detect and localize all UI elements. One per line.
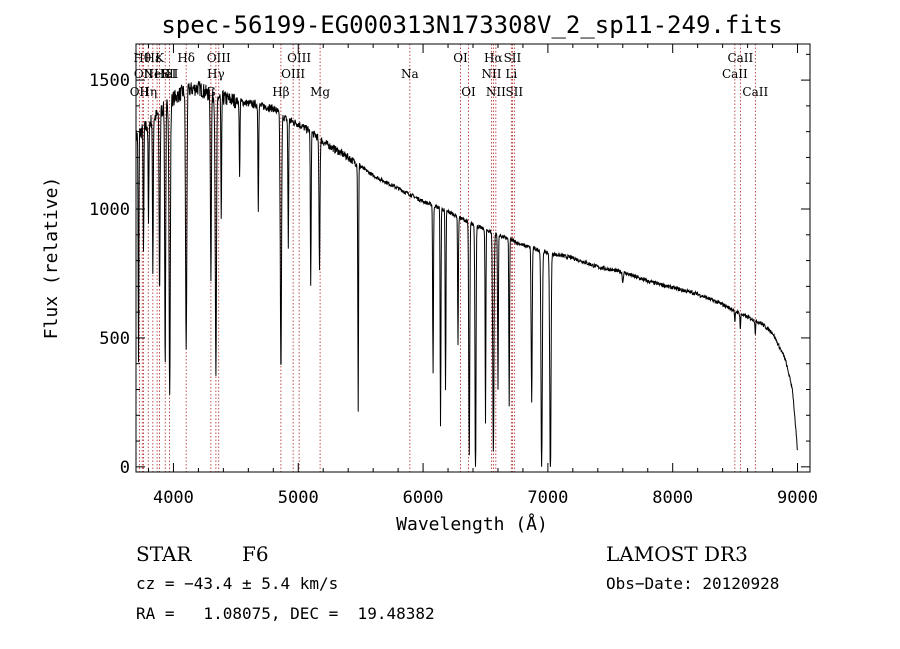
chart-title: spec-56199-EG000313N173308V_2_sp11-249.f…: [161, 11, 782, 39]
x-tick-label: 6000: [403, 488, 444, 508]
y-axis-label: Flux (relative): [41, 177, 62, 340]
line-marker-label: Mg: [310, 85, 330, 99]
object-subclass: F6: [242, 542, 269, 566]
observation-date: Obs−Date: 20120928: [606, 574, 779, 593]
x-tick-label: 8000: [652, 488, 693, 508]
line-marker-label: SII: [504, 51, 522, 65]
survey-name: LAMOST DR3: [606, 542, 748, 566]
line-marker-label: K: [155, 51, 165, 65]
line-marker-label: SII: [161, 67, 179, 81]
line-marker-label: CaII: [727, 51, 753, 65]
line-marker-label: Hβ: [272, 85, 289, 99]
x-tick-label: 4000: [153, 488, 194, 508]
line-marker-label: Li: [505, 67, 517, 81]
y-tick-label: 500: [99, 329, 130, 349]
line-marker-label: OIII: [287, 51, 311, 65]
x-tick-label: 5000: [278, 488, 319, 508]
line-marker-label: Hη: [139, 85, 157, 99]
line-marker-label: Hα: [484, 51, 503, 65]
line-marker-label: OII: [130, 85, 150, 99]
x-axis-ticks: 4000 5000 6000 7000 8000 9000: [147, 44, 818, 508]
y-tick-label: 0: [120, 458, 130, 478]
x-tick-label: 9000: [777, 488, 818, 508]
object-class: STAR: [136, 542, 192, 566]
x-axis-label: Wavelength (Å): [396, 513, 548, 535]
line-marker-label: SII: [505, 85, 523, 99]
line-marker-label: Hγ: [207, 67, 225, 81]
line-marker-label: OIII: [281, 67, 305, 81]
ra-dec-coordinates: RA = 1.08075, DEC = 19.48382: [136, 604, 435, 623]
line-markers: [138, 44, 756, 472]
line-marker-label: OI: [453, 51, 468, 65]
line-marker-label: HeI: [154, 67, 177, 81]
x-tick-label: 7000: [527, 488, 568, 508]
line-marker-label: CaII: [742, 85, 768, 99]
line-marker-label: OIII: [207, 51, 231, 65]
line-marker-label: G: [206, 85, 216, 99]
y-axis-ticks: 0 500 1000 1500: [89, 53, 810, 478]
line-marker-label: CaII: [722, 67, 748, 81]
line-marker-label: Na: [401, 67, 419, 81]
line-marker-labels: OIIHθOIIHηHεNeIIKHeISIIHδGHγOIIIHβOIIIOI…: [130, 51, 769, 99]
y-tick-label: 1000: [89, 200, 130, 220]
line-marker-label: NII: [486, 85, 506, 99]
spectrum-line: [135, 80, 798, 467]
redshift-cz: cz = −43.4 ± 5.4 km/s: [136, 574, 338, 593]
plot-frame: [135, 43, 811, 473]
line-marker-label: OI: [461, 85, 476, 99]
line-marker-label: Hδ: [177, 51, 195, 65]
line-marker-label: Hε: [145, 51, 162, 65]
line-marker-label: NII: [481, 67, 501, 81]
y-tick-label: 1500: [89, 71, 130, 91]
line-marker-label: OII: [134, 67, 154, 81]
line-marker-label: NeII: [144, 67, 171, 81]
